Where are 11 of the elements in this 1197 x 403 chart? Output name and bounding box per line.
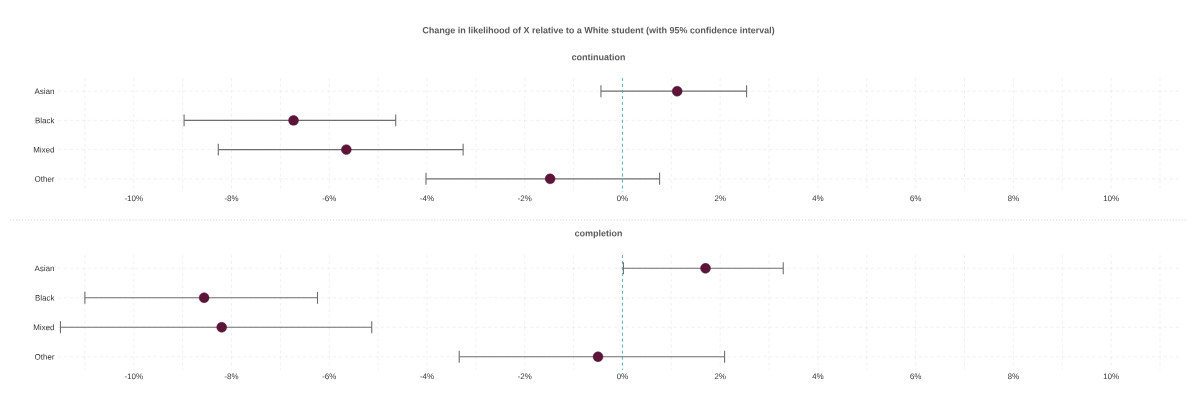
point [544, 173, 556, 185]
point [216, 322, 227, 333]
chart-title: Change in likelihood of X relative to a White student (with 95% confidence interval) [422, 26, 775, 36]
point [672, 85, 683, 97]
point [341, 144, 352, 155]
chart-subtitle: continuation [571, 53, 625, 61]
point [592, 351, 604, 362]
point [700, 263, 711, 274]
point [288, 115, 299, 126]
chart-subtitle: completion [574, 229, 622, 239]
point [198, 292, 210, 303]
